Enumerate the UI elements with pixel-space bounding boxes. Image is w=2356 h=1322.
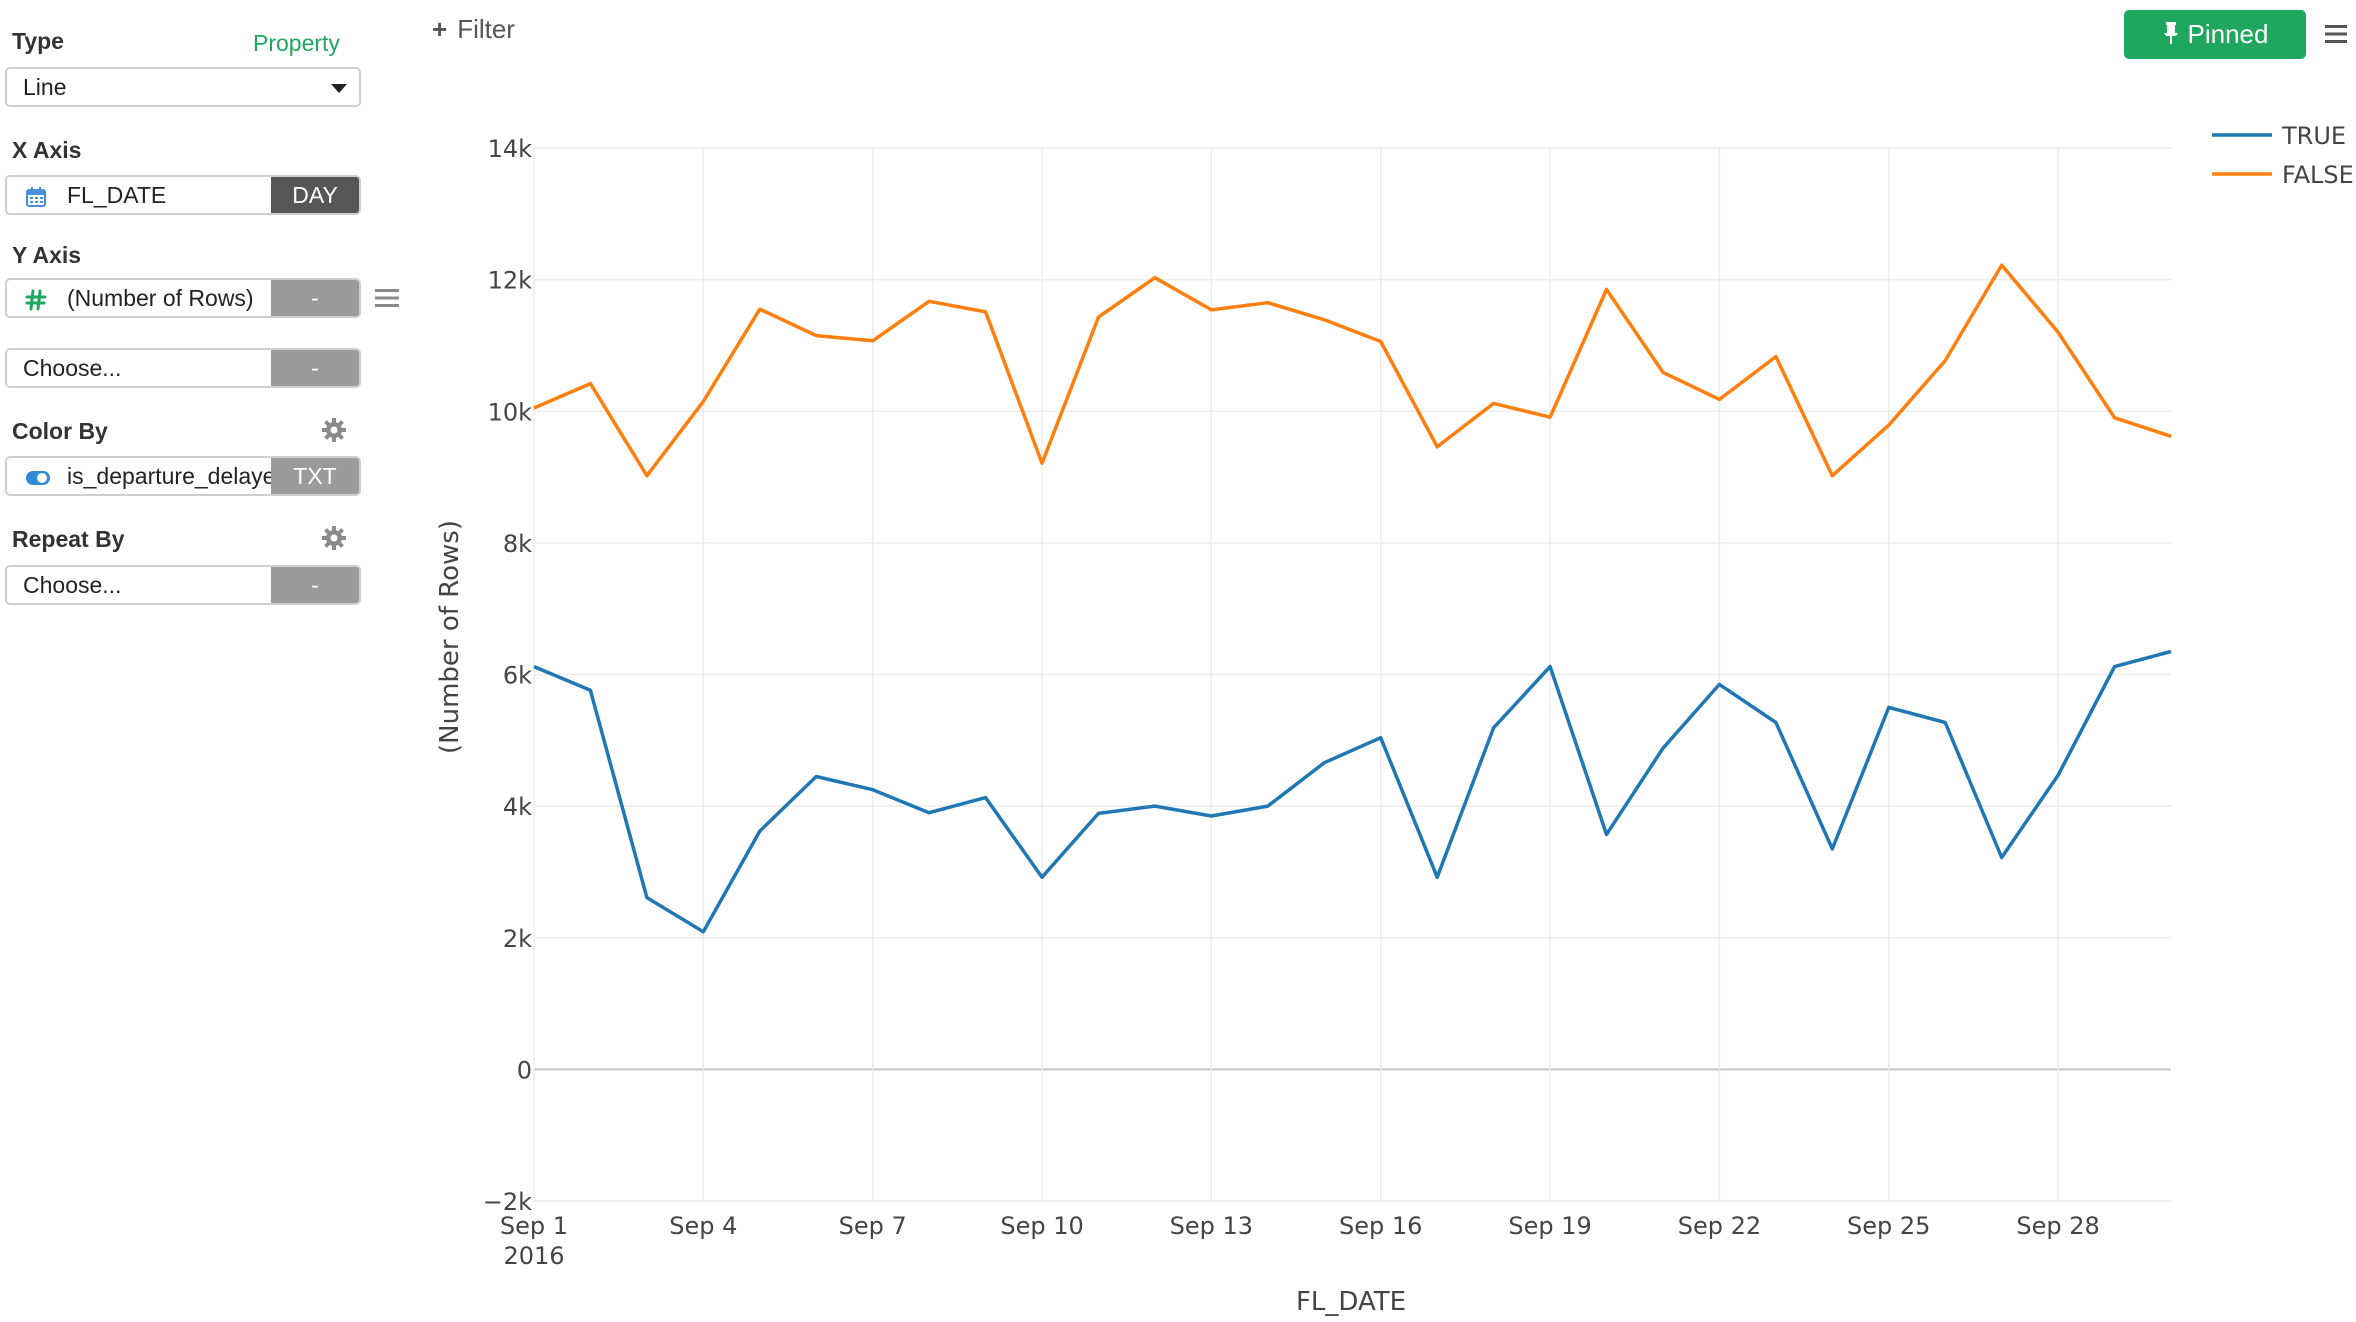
- chart-settings-sidebar: Type Property Line X Axis FL_DATE DAY Y …: [0, 0, 420, 1322]
- series-lines: [533, 263, 2172, 934]
- caret-down-icon: [331, 84, 347, 93]
- color-by-field[interactable]: is_departure_delayed TXT: [5, 456, 361, 496]
- y-axis-second-agg-button[interactable]: -: [271, 350, 359, 386]
- x-tick-label: Sep 22: [1678, 1212, 1761, 1240]
- y-tick-label: 4k: [503, 793, 532, 821]
- y-axis-title: (Number of Rows): [435, 520, 465, 754]
- y-tick-label: 14k: [488, 135, 533, 163]
- x-axis-field[interactable]: FL_DATE DAY: [5, 175, 361, 215]
- grid: [533, 147, 2171, 1202]
- y-axis-field-name: (Number of Rows): [67, 285, 254, 311]
- toggle-icon: [26, 471, 50, 485]
- x-tick-label: Sep 16: [1339, 1212, 1422, 1240]
- x-tick-sublabel: 2016: [503, 1242, 564, 1270]
- x-tick-label: Sep 13: [1170, 1212, 1253, 1240]
- legend: TRUE FALSE: [2212, 122, 2354, 189]
- repeat-by-field-name: Choose...: [23, 572, 122, 598]
- repeat-by-field[interactable]: Choose... -: [5, 565, 361, 605]
- color-by-label: Color By: [12, 418, 108, 444]
- y-tick-label: 8k: [503, 530, 532, 558]
- chart-type-select[interactable]: Line: [5, 67, 361, 107]
- y-axis-ticks: −2k 0 2k 4k 6k 8k 10k 12k 14k: [483, 135, 532, 1216]
- y-tick-label: 6k: [503, 662, 532, 690]
- x-tick-label: Sep 4: [669, 1212, 737, 1240]
- repeat-by-agg-button[interactable]: -: [271, 567, 359, 603]
- calendar-icon: [26, 187, 46, 207]
- y-tick-label: 12k: [488, 267, 533, 295]
- filter-label: Filter: [457, 14, 515, 44]
- y-axis-menu-icon[interactable]: [374, 287, 400, 309]
- hamburger-menu-icon[interactable]: [2325, 24, 2347, 44]
- pinned-label: Pinned: [2187, 19, 2269, 49]
- y-axis-second-field-name: Choose...: [23, 355, 122, 381]
- filter-button[interactable]: + Filter: [432, 14, 515, 45]
- hash-icon: [25, 289, 47, 311]
- type-label: Type: [12, 28, 64, 54]
- x-axis-label: X Axis: [12, 137, 82, 163]
- color-by-type-button[interactable]: TXT: [271, 458, 359, 494]
- y-tick-label: −2k: [483, 1188, 532, 1216]
- pinned-button[interactable]: Pinned: [2124, 10, 2306, 59]
- y-axis-second-field[interactable]: Choose... -: [5, 348, 361, 388]
- x-tick-label: Sep 19: [1508, 1212, 1591, 1240]
- x-tick-label: Sep 28: [2016, 1212, 2099, 1240]
- x-tick-label: Sep 25: [1847, 1212, 1930, 1240]
- plus-icon: +: [432, 14, 448, 44]
- series-line-true: [533, 649, 2172, 934]
- property-link[interactable]: Property: [253, 30, 340, 56]
- color-by-gear-icon[interactable]: [321, 417, 347, 443]
- legend-label-true: TRUE: [2281, 122, 2346, 150]
- x-tick-label: Sep 7: [839, 1212, 907, 1240]
- x-axis-title: FL_DATE: [1296, 1287, 1406, 1317]
- x-axis-unit-button[interactable]: DAY: [271, 177, 359, 213]
- y-axis-field[interactable]: (Number of Rows) -: [5, 278, 361, 318]
- y-axis-label: Y Axis: [12, 242, 82, 268]
- y-tick-label: 2k: [503, 925, 532, 953]
- y-tick-label: 10k: [488, 398, 533, 426]
- series-line-false: [533, 263, 2172, 478]
- pin-icon: [2163, 22, 2178, 44]
- repeat-by-gear-icon[interactable]: [321, 525, 347, 551]
- color-by-field-name: is_departure_delayed: [67, 463, 273, 489]
- y-axis-agg-button[interactable]: -: [271, 280, 359, 316]
- x-tick-label: Sep 10: [1000, 1212, 1083, 1240]
- x-tick-label: Sep 1: [500, 1212, 568, 1240]
- y-tick-label: 0: [517, 1056, 532, 1084]
- x-axis-field-name: FL_DATE: [67, 182, 167, 208]
- repeat-by-label: Repeat By: [12, 526, 125, 552]
- legend-label-false: FALSE: [2282, 161, 2354, 189]
- chart-type-value: Line: [23, 74, 67, 100]
